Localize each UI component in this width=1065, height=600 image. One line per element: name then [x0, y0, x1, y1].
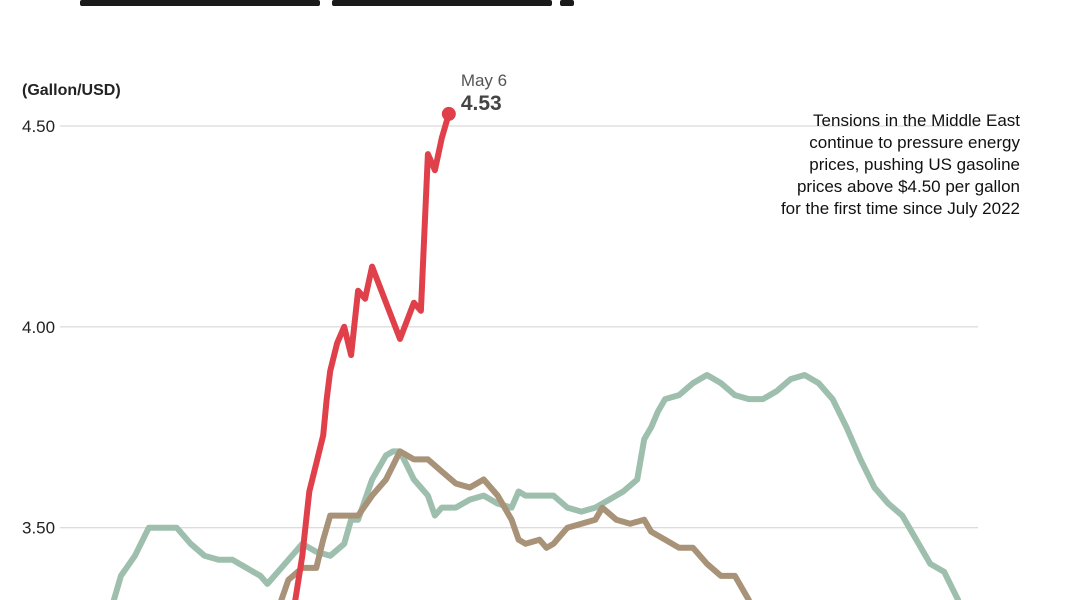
series-line-2 [278, 448, 752, 600]
gridlines [60, 125, 978, 529]
callout-value: 4.53 [461, 92, 502, 115]
annotation-line: prices, pushing US gasoline [809, 155, 1020, 174]
title-fragment [332, 0, 552, 6]
annotation-line: prices above $4.50 per gallon [796, 177, 1020, 196]
y-tick-label: 3.50 [22, 519, 55, 538]
latest-point-marker [441, 106, 456, 121]
annotation-text: Tensions in the Middle East continue to … [720, 110, 1020, 220]
title-fragment [80, 0, 320, 6]
series-line-3 [292, 110, 452, 600]
y-axis-unit-label: (Gallon/USD) [22, 82, 121, 99]
annotation-line: continue to pressure energy [809, 133, 1020, 152]
callout-date: May 6 [461, 71, 507, 90]
y-tick-label: 4.50 [22, 117, 55, 136]
series-line-1 [110, 372, 962, 600]
title-fragment [560, 0, 574, 6]
annotation-line: Tensions in the Middle East [813, 111, 1020, 130]
y-axis-ticks: 4.50 4.00 3.50 [22, 117, 55, 538]
cropped-title [80, 0, 580, 6]
annotation-line: for the first time since July 2022 [780, 199, 1020, 218]
series-lines [110, 110, 962, 600]
y-tick-label: 4.00 [22, 318, 55, 337]
latest-value-callout: May 6 4.53 [441, 71, 507, 121]
